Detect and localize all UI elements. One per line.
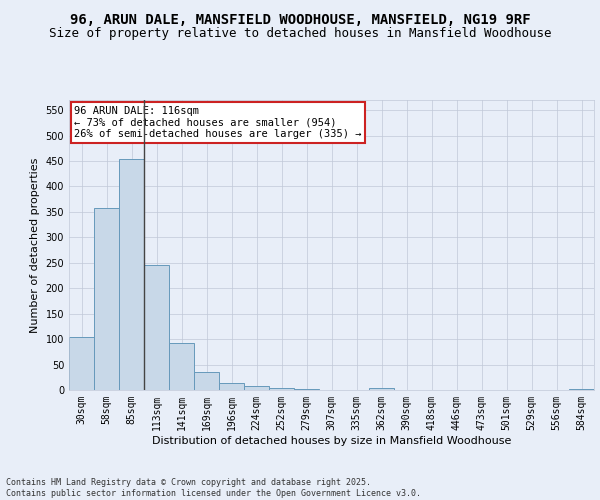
Y-axis label: Number of detached properties: Number of detached properties <box>30 158 40 332</box>
Bar <box>569 389 594 390</box>
Bar <box>219 384 244 390</box>
Text: 96 ARUN DALE: 116sqm
← 73% of detached houses are smaller (954)
26% of semi-deta: 96 ARUN DALE: 116sqm ← 73% of detached h… <box>74 106 362 139</box>
Text: Contains HM Land Registry data © Crown copyright and database right 2025.
Contai: Contains HM Land Registry data © Crown c… <box>6 478 421 498</box>
Bar <box>94 208 119 390</box>
Bar <box>169 343 194 390</box>
Bar <box>69 336 94 390</box>
Bar <box>144 266 169 390</box>
Bar <box>194 372 219 390</box>
Bar <box>244 386 269 390</box>
Bar <box>269 388 294 390</box>
Bar <box>119 158 144 390</box>
X-axis label: Distribution of detached houses by size in Mansfield Woodhouse: Distribution of detached houses by size … <box>152 436 511 446</box>
Text: 96, ARUN DALE, MANSFIELD WOODHOUSE, MANSFIELD, NG19 9RF: 96, ARUN DALE, MANSFIELD WOODHOUSE, MANS… <box>70 12 530 26</box>
Text: Size of property relative to detached houses in Mansfield Woodhouse: Size of property relative to detached ho… <box>49 28 551 40</box>
Bar <box>369 388 394 390</box>
Bar <box>294 389 319 390</box>
